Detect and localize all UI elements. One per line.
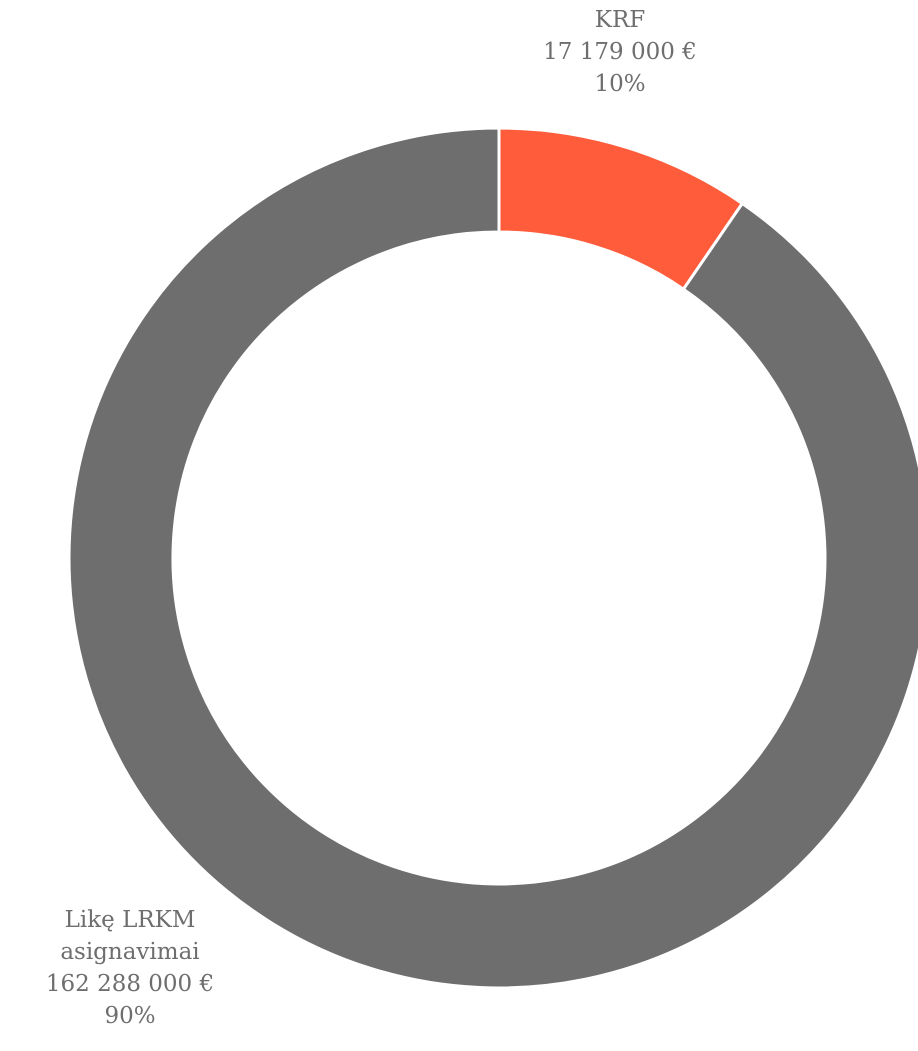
slice-label-remaining-value: 162 288 000 € [45, 971, 215, 997]
slice-label-remaining-name-2: asignavimai [60, 939, 200, 965]
slice-label-krf-percent: 10% [594, 71, 646, 97]
slice-label-remaining-percent: 90% [104, 1003, 156, 1029]
slice-label-remaining: Likę LRKM asignavimai 162 288 000 € 90% [10, 904, 250, 1032]
donut-slice-remaining [67, 126, 918, 990]
slice-label-krf-name: KRF [594, 7, 646, 33]
slice-label-remaining-name-1: Likę LRKM [64, 907, 196, 933]
slice-label-krf-value: 17 179 000 € [543, 39, 697, 65]
slice-label-krf: KRF 17 179 000 € 10% [500, 4, 740, 100]
donut-slices [67, 126, 918, 990]
